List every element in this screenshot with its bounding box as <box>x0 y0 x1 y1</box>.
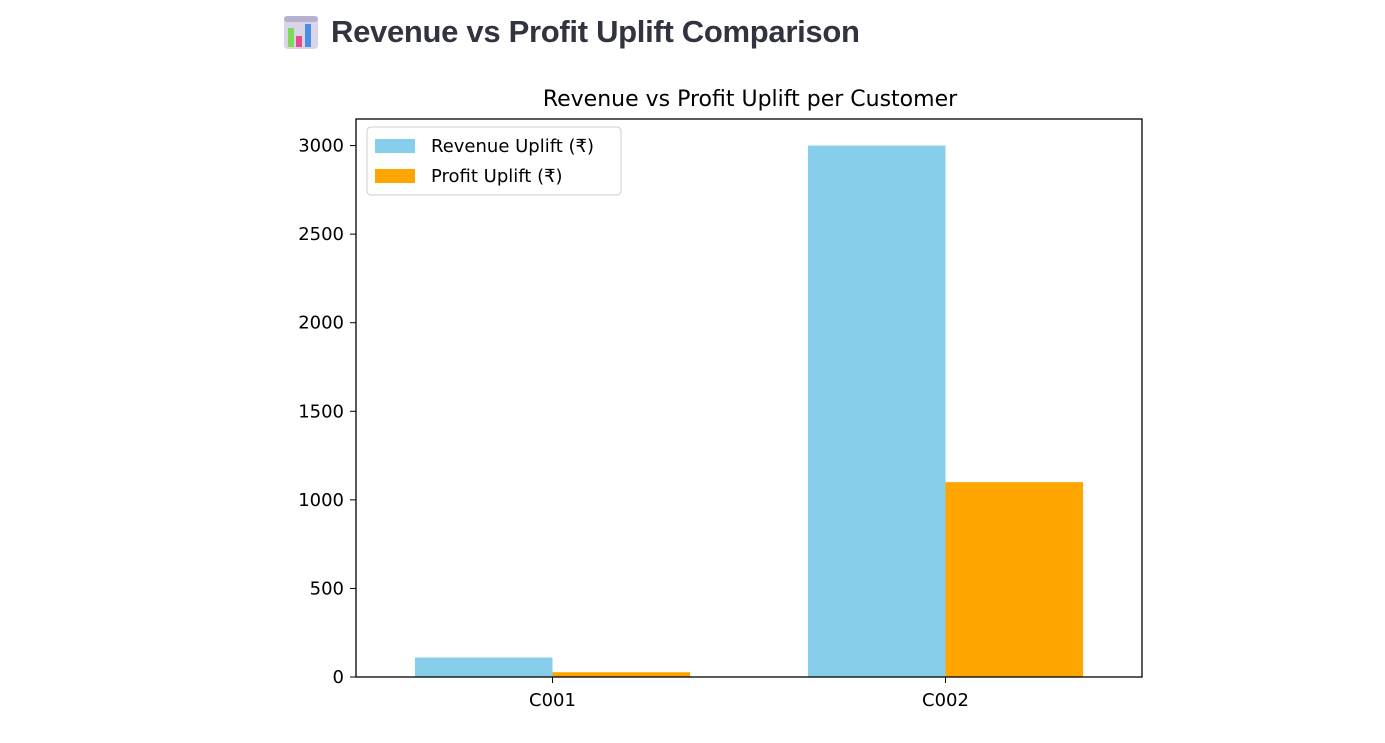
bar-chart-icon <box>284 16 318 49</box>
y-tick-label: 3000 <box>298 136 344 157</box>
y-tick-label: 1500 <box>298 401 344 422</box>
legend: Revenue Uplift (₹) Profit Uplift (₹) <box>366 126 622 196</box>
y-tick-label: 2500 <box>298 224 344 245</box>
legend-label: Revenue Uplift (₹) <box>431 136 594 157</box>
y-tick-label: 2000 <box>298 313 344 334</box>
x-tick-label: C001 <box>529 690 576 711</box>
bar-c002-series-1 <box>807 145 946 678</box>
legend-swatch <box>375 139 415 153</box>
x-tick-label: C002 <box>922 690 969 711</box>
legend-box <box>366 126 622 196</box>
legend-label: Profit Uplift (₹) <box>431 166 563 187</box>
page-title: Revenue vs Profit Uplift Comparison <box>331 14 860 49</box>
bar-c001-series-2 <box>552 672 691 677</box>
bar-c002-series-2 <box>945 482 1084 677</box>
page-header: Revenue vs Profit Uplift Comparison <box>283 12 860 52</box>
bar-c001-series-1 <box>414 657 553 677</box>
chart-title: Revenue vs Profit Uplift per Customer <box>543 87 958 112</box>
plot-frame <box>355 118 1143 678</box>
y-tick-label: 1000 <box>298 490 344 511</box>
y-tick-label: 0 <box>333 667 344 688</box>
y-tick-label: 500 <box>310 578 344 599</box>
legend-swatch <box>375 169 415 183</box>
